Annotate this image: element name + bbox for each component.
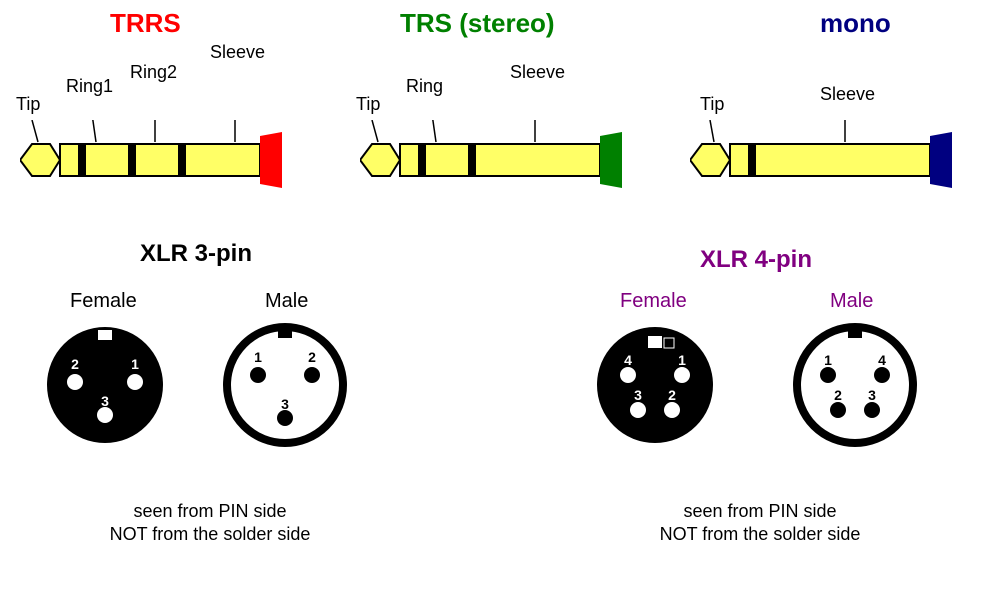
mono-jack-diagram: [690, 120, 990, 200]
trrs-label-sleeve: Sleeve: [210, 42, 265, 63]
trs-label-ring: Ring: [406, 76, 443, 97]
mono-title: mono: [820, 8, 891, 39]
xlr4-male-label: Male: [830, 290, 873, 313]
xlr3-f-pin1: 1: [131, 356, 139, 372]
xlr4-m-pin3: 3: [868, 387, 876, 403]
trs-jack-diagram: [360, 120, 660, 200]
xlr4-m-pin4: 4: [878, 352, 886, 368]
xlr4-note: seen from PIN side NOT from the solder s…: [630, 500, 890, 547]
xlr4-note-line1: seen from PIN side: [683, 501, 836, 521]
xlr3-title: XLR 3-pin: [140, 240, 252, 268]
xlr3-female-diagram: 2 1 3: [40, 320, 170, 450]
xlr4-f-pin1: 1: [678, 352, 686, 368]
xlr3-m-pin1: 1: [254, 349, 262, 365]
xlr3-note: seen from PIN side NOT from the solder s…: [80, 500, 340, 547]
xlr3-female-label: Female: [70, 290, 137, 313]
trrs-jack-diagram: [20, 120, 320, 200]
xlr3-male-label: Male: [265, 290, 308, 313]
mono-label-sleeve: Sleeve: [820, 84, 875, 105]
xlr3-f-pin3: 3: [101, 393, 109, 409]
xlr4-m-pin2: 2: [834, 387, 842, 403]
xlr4-m-pin1: 1: [824, 352, 832, 368]
xlr3-m-pin2: 2: [308, 349, 316, 365]
trs-title: TRS (stereo): [400, 8, 555, 39]
xlr3-note-line2: NOT from the solder side: [110, 524, 311, 544]
trrs-label-ring1: Ring1: [66, 76, 113, 97]
xlr3-male-diagram: 1 2 3: [220, 320, 350, 450]
xlr4-female-label: Female: [620, 290, 687, 313]
xlr4-f-pin4: 4: [624, 352, 632, 368]
trrs-label-tip: Tip: [16, 94, 40, 115]
xlr3-note-line1: seen from PIN side: [133, 501, 286, 521]
xlr4-male-diagram: 1 4 2 3: [790, 320, 920, 450]
xlr4-title: XLR 4-pin: [700, 246, 812, 274]
trs-label-sleeve: Sleeve: [510, 62, 565, 83]
xlr4-female-diagram: 4 1 3 2: [590, 320, 720, 450]
xlr3-m-pin3: 3: [281, 396, 289, 412]
xlr4-note-line2: NOT from the solder side: [660, 524, 861, 544]
xlr3-f-pin2: 2: [71, 356, 79, 372]
trrs-title: TRRS: [110, 8, 181, 39]
xlr4-f-pin3: 3: [634, 387, 642, 403]
trs-label-tip: Tip: [356, 94, 380, 115]
xlr4-f-pin2: 2: [668, 387, 676, 403]
mono-label-tip: Tip: [700, 94, 724, 115]
trrs-label-ring2: Ring2: [130, 62, 177, 83]
